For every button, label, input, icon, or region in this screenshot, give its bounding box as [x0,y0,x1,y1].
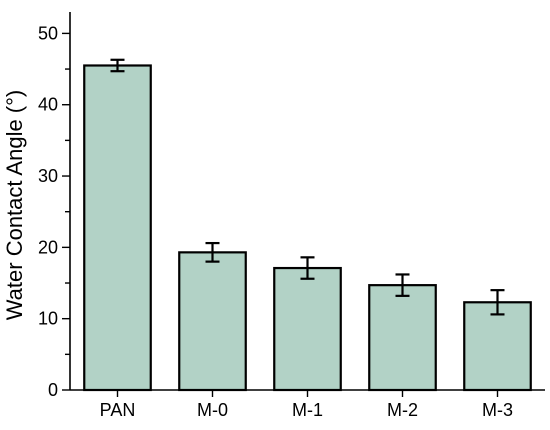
y-tick-label: 20 [38,237,58,257]
y-tick-label: 40 [38,95,58,115]
bar-m-1 [273,266,342,392]
bar-m-3 [463,301,532,392]
y-axis-title: Water Contact Angle (°) [2,90,27,321]
bar-m-2 [368,284,437,392]
error-bar-pan [110,58,125,73]
bars-layer [83,64,532,392]
error-bar-m-3 [490,289,505,316]
error-bar-m-0 [205,241,220,263]
y-tick-label: 50 [38,23,58,43]
error-bar-m-2 [395,273,410,297]
x-tick-label-m-1: M-1 [292,400,323,420]
x-tick-label-m-3: M-3 [482,400,513,420]
x-tick-label-pan: PAN [100,400,136,420]
y-tick-label: 10 [38,309,58,329]
x-tick-label-m-2: M-2 [387,400,418,420]
error-bars-layer [110,58,505,316]
bar-pan [83,64,152,392]
y-tick-label: 0 [48,380,58,400]
y-tick-label: 30 [38,166,58,186]
error-bar-m-1 [300,256,315,280]
bar-m-0 [178,251,247,392]
x-ticks-layer: PAN M-0 M-1 M-2 M-3 [100,390,513,420]
y-ticks-layer: 0 10 20 30 40 50 [38,23,70,400]
x-tick-label-m-0: M-0 [197,400,228,420]
